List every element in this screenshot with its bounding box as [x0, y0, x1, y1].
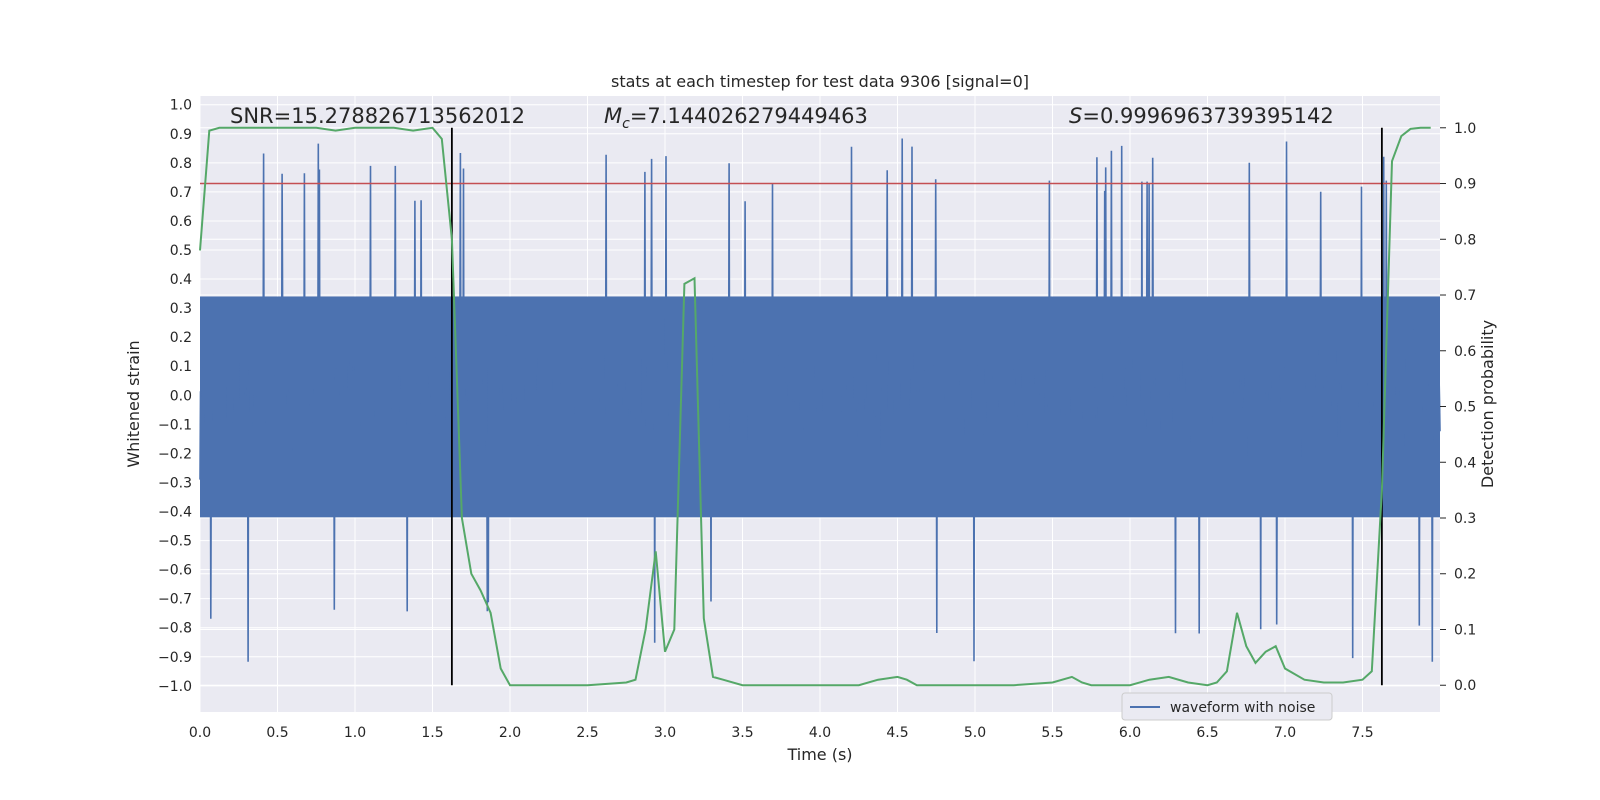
y-axis-label: Whitened strain: [124, 340, 143, 467]
x-tick-label: 2.0: [499, 725, 521, 741]
y-tick-label: −0.5: [158, 534, 192, 550]
x-tick-label: 0.0: [189, 725, 211, 741]
y-tick-label: −0.3: [158, 475, 192, 491]
y2-axis: 1.0 0.9 0.8 0.7 0.6 0.5 0.4 0.3 0.2 0.1 0.0: [1440, 121, 1476, 694]
x-tick-label: 7.0: [1274, 725, 1296, 741]
y2-tick-label: 0.0: [1454, 678, 1476, 694]
y-tick-label: −1.0: [158, 679, 192, 695]
legend: waveform with noise: [1121, 692, 1333, 721]
y-tick-label: 1.0: [170, 98, 192, 114]
y-tick-label: 0.5: [170, 243, 192, 259]
y-tick-label: −0.7: [158, 592, 192, 608]
legend-box: [1121, 692, 1333, 721]
y-axis: 1.0 0.9 0.8 0.7 0.6 0.5 0.4 0.3 0.2 0.1 0.0 −0.1 −0.…: [158, 98, 192, 695]
y2-tick-label: 0.7: [1454, 288, 1476, 304]
waveform-series: [199, 138, 1441, 662]
x-tick-label: 3.0: [654, 725, 676, 741]
y2-tick-label: 0.6: [1454, 344, 1476, 360]
y-tick-label: −0.1: [158, 417, 192, 433]
chart-title: stats at each timestep for test data 930…: [611, 72, 1029, 91]
y-tick-label: 0.9: [170, 127, 192, 143]
x-axis-label: Time (s): [786, 745, 852, 764]
y-tick-label: 0.3: [170, 301, 192, 317]
x-tick-label: 2.5: [576, 725, 598, 741]
y2-tick-label: 0.4: [1454, 455, 1476, 471]
y-tick-label: −0.6: [158, 563, 192, 579]
snr-annotation: SNR=15.278826713562012: [230, 104, 525, 128]
x-tick-label: 5.0: [964, 725, 986, 741]
s-value: =0.9996963739395142: [1082, 104, 1333, 128]
y-tick-label: 0.0: [170, 388, 192, 404]
y-tick-label: 0.7: [170, 185, 192, 201]
legend-label-waveform: waveform with noise: [1170, 700, 1315, 716]
y-tick-label: −0.4: [158, 505, 192, 521]
y2-tick-label: 0.1: [1454, 622, 1476, 638]
y-tick-label: 0.1: [170, 359, 192, 375]
x-tick-label: 0.5: [266, 725, 288, 741]
y2-tick-label: 0.2: [1454, 567, 1476, 583]
y2-tick-label: 1.0: [1454, 121, 1476, 137]
x-tick-label: 4.0: [809, 725, 831, 741]
y2-axis-label: Detection probability: [1478, 320, 1497, 488]
s-symbol: S: [1069, 104, 1082, 128]
y-tick-label: 0.2: [170, 330, 192, 346]
mc-symbol: M: [604, 104, 622, 128]
y-tick-label: −0.9: [158, 650, 192, 666]
x-tick-label: 6.5: [1196, 725, 1218, 741]
waveform-line: [199, 138, 1441, 662]
y-tick-label: −0.2: [158, 446, 192, 462]
x-tick-label: 6.0: [1119, 725, 1141, 741]
y-tick-label: −0.8: [158, 621, 192, 637]
x-axis: 0.0 0.5 1.0 1.5 2.0 2.5 3.0 3.5 4.0 4.5 5.0 5.5 6.0 6…: [189, 725, 1374, 741]
overlay-series: [199, 126, 1440, 687]
x-tick-label: 1.5: [421, 725, 443, 741]
x-tick-label: 3.5: [731, 725, 753, 741]
x-tick-label: 7.5: [1351, 725, 1373, 741]
y2-tick-label: 0.3: [1454, 511, 1476, 527]
y-tick-label: 0.8: [170, 156, 192, 172]
y2-tick-label: 0.8: [1454, 232, 1476, 248]
y-tick-label: 0.6: [170, 214, 192, 230]
x-tick-label: 1.0: [344, 725, 366, 741]
s-annotation: S=0.9996963739395142: [1069, 104, 1334, 128]
mc-subscript: c: [622, 116, 630, 132]
mc-value: =7.144026279449463: [630, 104, 868, 128]
x-tick-label: 5.5: [1041, 725, 1063, 741]
x-tick-label: 4.5: [886, 725, 908, 741]
chirp-mass-annotation: Mc=7.144026279449463: [604, 104, 868, 132]
y2-tick-label: 0.5: [1454, 400, 1476, 416]
y2-tick-label: 0.9: [1454, 177, 1476, 193]
detection-probability-line: [199, 126, 1431, 687]
snr-value: =15.278826713562012: [274, 104, 525, 128]
y-tick-label: 0.4: [170, 272, 192, 288]
snr-label: SNR: [230, 104, 274, 128]
